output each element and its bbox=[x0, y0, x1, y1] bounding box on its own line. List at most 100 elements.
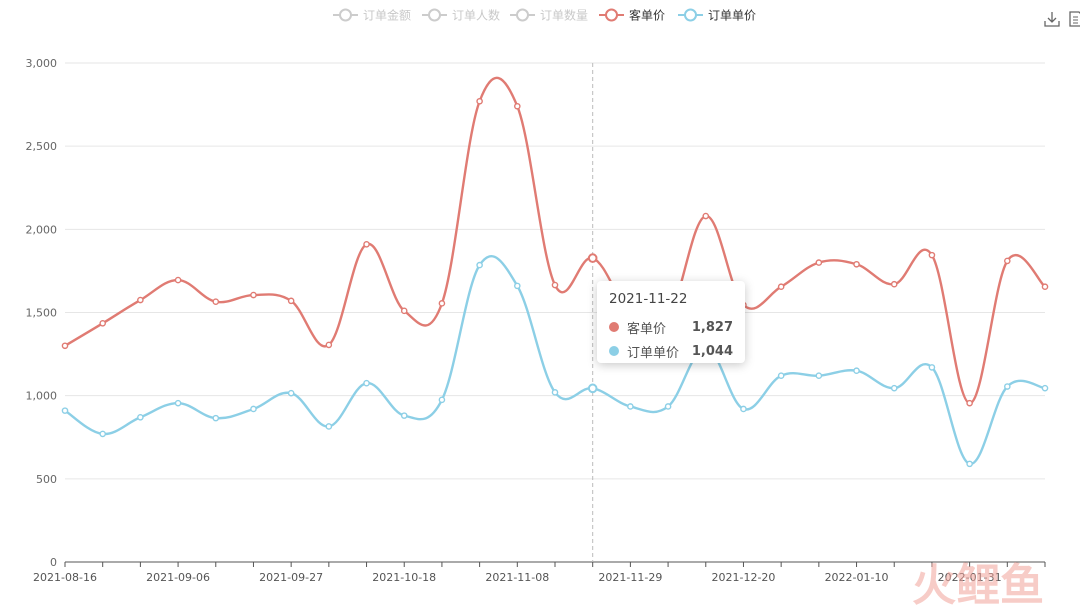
data-point bbox=[890, 280, 898, 288]
data-point bbox=[174, 276, 182, 284]
y-tick-label: 2,500 bbox=[26, 140, 58, 153]
x-tick-label: 2021-09-27 bbox=[259, 571, 323, 584]
y-tick-label: 500 bbox=[36, 473, 57, 486]
data-point bbox=[966, 399, 973, 407]
data-point bbox=[853, 260, 860, 268]
x-tick-label: 2021-10-18 bbox=[372, 571, 436, 584]
data-point bbox=[325, 423, 333, 430]
data-point bbox=[61, 407, 69, 414]
y-tick-label: 1,000 bbox=[26, 390, 58, 403]
legend-label: 客单价 bbox=[629, 8, 665, 23]
data-point bbox=[287, 297, 295, 305]
data-point bbox=[325, 341, 333, 349]
data-point bbox=[1004, 257, 1011, 265]
data-point bbox=[966, 460, 973, 468]
data-point bbox=[400, 307, 408, 315]
data-point bbox=[514, 282, 521, 290]
data-point bbox=[476, 261, 483, 269]
data-point bbox=[438, 300, 446, 307]
legend-item[interactable]: 客单价 bbox=[599, 8, 665, 23]
data-point bbox=[250, 291, 257, 299]
data-point bbox=[137, 413, 144, 421]
data-point bbox=[137, 296, 144, 304]
x-tick-label: 2022-01-10 bbox=[825, 571, 889, 584]
data-point bbox=[890, 384, 898, 392]
data-point bbox=[287, 389, 295, 397]
data-point bbox=[587, 253, 598, 263]
data-point bbox=[1041, 283, 1049, 291]
series-layer[interactable] bbox=[61, 76, 1049, 468]
data-point bbox=[363, 241, 370, 248]
data-point bbox=[777, 283, 785, 291]
series-color-dot bbox=[609, 346, 619, 356]
data-point bbox=[438, 396, 446, 404]
data-point bbox=[99, 320, 106, 327]
y-tick-label: 0 bbox=[50, 556, 57, 569]
data-point bbox=[815, 372, 823, 380]
data-point bbox=[777, 372, 785, 380]
data-point bbox=[664, 403, 672, 410]
tooltip-series-name: 客单价 bbox=[627, 321, 667, 337]
x-tick-label: 2021-09-06 bbox=[146, 571, 210, 584]
y-tick-label: 1,500 bbox=[26, 307, 58, 320]
data-point bbox=[1004, 383, 1011, 390]
data-point bbox=[551, 389, 559, 396]
data-point bbox=[587, 383, 598, 394]
legend-item[interactable]: 订单单价 bbox=[678, 8, 756, 23]
data-point bbox=[627, 403, 634, 410]
data-point bbox=[476, 97, 483, 105]
data-point bbox=[740, 405, 747, 413]
series-color-dot bbox=[609, 322, 619, 332]
x-tick-label: 2021-12-20 bbox=[711, 571, 775, 584]
data-point bbox=[250, 405, 257, 413]
y-axis: 0 500 1,000 1,500 2,000 2,500 3,000 bbox=[26, 57, 58, 569]
legend-label: 订单单价 bbox=[708, 9, 756, 23]
legend-circle-icon bbox=[428, 8, 441, 22]
grid-lines bbox=[65, 62, 1045, 480]
data-point bbox=[174, 399, 182, 407]
watermark-logo: 火鲤鱼 bbox=[912, 560, 1044, 610]
data-point bbox=[99, 430, 106, 438]
legend[interactable]: 订单金额 订单人数 订单数量 客单价 订单单价 bbox=[333, 8, 756, 23]
tooltip-row: 订单单价 1,044 bbox=[609, 339, 733, 363]
watermark-text: 火鲤鱼 bbox=[912, 560, 1044, 606]
legend-circle-icon bbox=[516, 8, 529, 22]
data-point bbox=[853, 367, 860, 375]
download-icon[interactable] bbox=[1043, 10, 1061, 28]
legend-circle-icon bbox=[605, 8, 618, 22]
data-point bbox=[928, 364, 936, 371]
legend-item[interactable]: 订单人数 bbox=[422, 8, 500, 23]
tooltip: 2021-11-22 客单价 1,827 订单单价 1,044 bbox=[597, 281, 745, 363]
x-tick-label: 2021-11-29 bbox=[598, 571, 662, 584]
legend-label: 订单金额 bbox=[363, 8, 411, 23]
y-tick-label: 3,000 bbox=[26, 57, 58, 70]
tooltip-date: 2021-11-22 bbox=[609, 291, 688, 307]
data-point bbox=[212, 414, 220, 422]
x-axis: 2021-08-16 2021-09-06 2021-09-27 2021-10-18… bbox=[33, 561, 1046, 584]
legend-circle-icon bbox=[339, 8, 352, 22]
data-point bbox=[702, 212, 710, 220]
data-point bbox=[61, 342, 69, 350]
x-tick-label: 2021-08-16 bbox=[33, 571, 97, 584]
data-point bbox=[928, 251, 936, 259]
tooltip-series-value: 1,827 bbox=[691, 319, 733, 335]
data-point bbox=[551, 281, 559, 289]
legend-item[interactable]: 订单数量 bbox=[510, 8, 588, 23]
legend-label: 订单人数 bbox=[452, 8, 500, 23]
data-point bbox=[400, 412, 408, 419]
tooltip-series-value: 1,044 bbox=[691, 343, 733, 359]
data-point bbox=[514, 102, 521, 110]
data-point bbox=[363, 379, 370, 387]
data-point bbox=[212, 298, 220, 305]
tooltip-row: 客单价 1,827 bbox=[609, 315, 733, 339]
legend-circle-icon bbox=[684, 8, 697, 22]
series-line-0 bbox=[64, 76, 1046, 405]
data-point bbox=[1041, 384, 1049, 392]
data-point bbox=[815, 259, 823, 266]
x-tick-label: 2021-11-08 bbox=[485, 571, 549, 584]
legend-item[interactable]: 订单金额 bbox=[333, 8, 411, 23]
tooltip-series-name: 订单单价 bbox=[627, 345, 680, 361]
data-view-icon[interactable] bbox=[1068, 10, 1080, 28]
